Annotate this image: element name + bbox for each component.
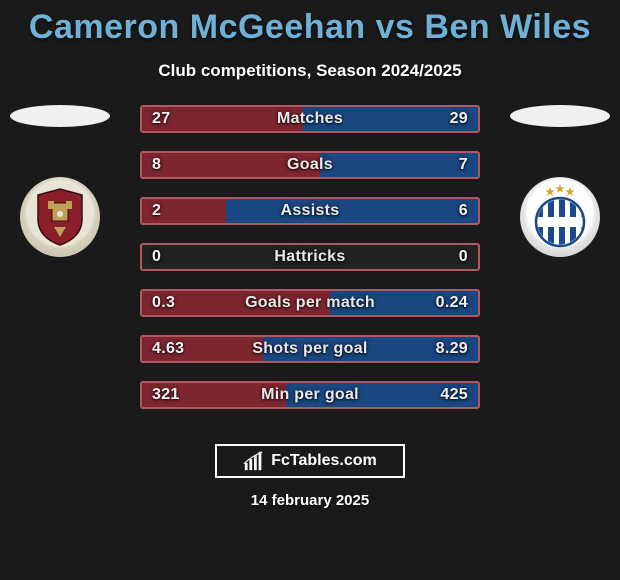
stat-row: 321425Min per goal: [140, 381, 480, 409]
footer-date: 14 february 2025: [0, 492, 620, 509]
comparison-content: 2729Matches 87Goals 26Assists 00Hattricks 0.…: [0, 105, 620, 435]
stat-row: 87Goals: [140, 151, 480, 179]
page-title: Cameron McGeehan vs Ben Wiles: [0, 0, 620, 47]
stat-row: 00Hattricks: [140, 243, 480, 271]
stat-label: Matches: [142, 107, 478, 131]
stat-label: Goals per match: [142, 291, 478, 315]
right-club-badge: [520, 177, 600, 257]
left-club-badge: [20, 177, 100, 257]
page-subtitle: Club competitions, Season 2024/2025: [0, 61, 620, 81]
brand-logo-box: FcTables.com: [215, 444, 405, 478]
stat-label: Min per goal: [142, 383, 478, 407]
bar-chart-icon: [243, 450, 265, 472]
stat-row: 4.638.29Shots per goal: [140, 335, 480, 363]
stat-row: 0.30.24Goals per match: [140, 289, 480, 317]
stat-row: 2729Matches: [140, 105, 480, 133]
stat-label: Assists: [142, 199, 478, 223]
stat-label: Hattricks: [142, 245, 478, 269]
stat-label: Goals: [142, 153, 478, 177]
stat-row: 26Assists: [140, 197, 480, 225]
shield-crest-icon: [34, 187, 86, 247]
stat-label: Shots per goal: [142, 337, 478, 361]
stripes-crest-icon: [529, 184, 591, 250]
left-player-flag: [10, 105, 110, 127]
right-player-flag: [510, 105, 610, 127]
stat-bars: 2729Matches 87Goals 26Assists 00Hattricks 0.…: [140, 105, 480, 427]
brand-name: FcTables.com: [271, 452, 377, 470]
